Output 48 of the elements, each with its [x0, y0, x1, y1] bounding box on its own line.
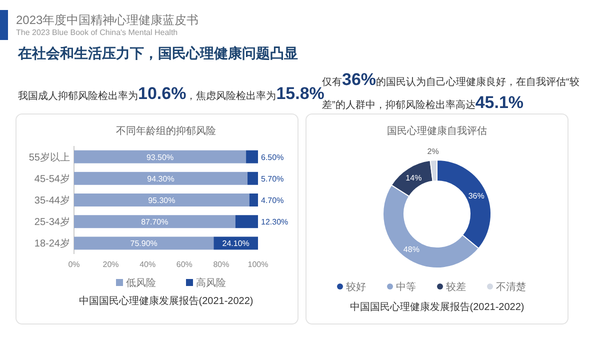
legend-label: 不清楚: [496, 281, 526, 293]
y-tick-label: 35-44岁: [34, 194, 70, 206]
bar: [74, 172, 248, 185]
legend-label: 低风险: [126, 277, 156, 289]
bar: [74, 236, 214, 250]
x-tick-label: 60%: [176, 260, 192, 269]
x-tick-label: 100%: [248, 260, 268, 269]
data-label: 4.70%: [261, 196, 284, 205]
chart-title: 不同年龄组的抑郁风险: [116, 125, 216, 137]
bar: [248, 172, 258, 185]
data-label: 95.30%: [148, 196, 176, 205]
y-tick-label: 55岁以上: [28, 151, 70, 164]
bar: [74, 215, 236, 228]
text: 我国成人抑郁风险检出率为10.6%，焦虑风险检出率为15.8%: [18, 84, 324, 103]
text: 在社会和生活压力下，国民心理健康问题凸显: [18, 45, 299, 63]
text: 中国国民心理健康发展报告(2021-2022): [78, 295, 254, 307]
legend-label: 中等: [396, 281, 416, 293]
y-tick-label: 25-34岁: [34, 216, 70, 228]
data-label: 75.90%: [130, 239, 158, 248]
x-tick-label: 20%: [102, 260, 119, 269]
text: 2023年度中国精神心理健康蓝皮书: [16, 12, 200, 29]
bar: [74, 194, 250, 206]
legend-label: 较差: [446, 281, 466, 293]
data-label: 5.70%: [261, 174, 284, 184]
bar: [235, 215, 258, 228]
y-tick-label: 18-24岁: [34, 238, 70, 250]
x-tick-label: 40%: [140, 260, 156, 269]
bar: [246, 150, 258, 164]
data-label: 6.50%: [261, 152, 284, 162]
data-label: 94.30%: [147, 174, 174, 184]
legend-label: 较好: [346, 281, 366, 293]
chart-title: 国民心理健康自我评估: [387, 125, 487, 137]
data-label: 93.50%: [146, 152, 174, 162]
bar: [74, 150, 246, 164]
data-label: 36%: [468, 191, 484, 200]
data-label: 24.10%: [222, 239, 250, 248]
text: The 2023 Blue Book of China's Mental Health: [16, 28, 179, 37]
data-label: 48%: [403, 245, 420, 254]
data-label: 12.30%: [261, 218, 288, 227]
legend-label: 高风险: [196, 277, 226, 289]
y-tick-label: 45-54岁: [34, 172, 70, 185]
data-label: 2%: [427, 147, 439, 156]
x-tick-label: 80%: [213, 260, 230, 269]
data-label: 87.70%: [141, 218, 168, 227]
text: 中国国民心理健康发展报告(2021-2022): [350, 301, 524, 313]
x-tick-label: 0%: [68, 260, 80, 269]
data-label: 14%: [406, 173, 422, 182]
bar: [249, 194, 258, 206]
